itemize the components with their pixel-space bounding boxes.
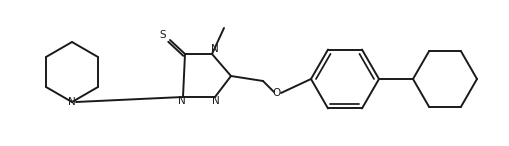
Text: N: N: [211, 44, 218, 54]
Text: N: N: [68, 97, 76, 107]
Text: N: N: [178, 96, 185, 106]
Text: S: S: [159, 30, 166, 40]
Text: N: N: [212, 96, 219, 106]
Text: O: O: [272, 88, 280, 98]
